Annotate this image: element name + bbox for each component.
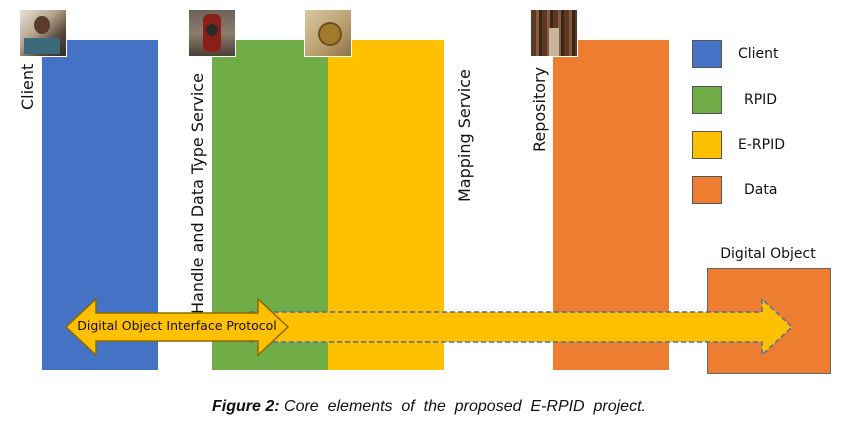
legend-client-label: Client (738, 46, 779, 62)
protocol-double-arrow (64, 297, 290, 357)
protocol-label: Digital Object Interface Protocol (77, 318, 277, 333)
legend-erpid-swatch (692, 131, 722, 159)
protocol-long-arrow (249, 297, 794, 357)
legend-erpid-label: E-RPID (738, 137, 785, 153)
legend-data-label: Data (744, 182, 778, 198)
compass-map-icon (304, 9, 352, 57)
legend-rpid-label: RPID (744, 92, 778, 108)
legend-rpid-swatch (692, 86, 722, 114)
legend-client-swatch (692, 40, 722, 68)
library-shelves-icon (530, 9, 578, 57)
person-at-laptop-icon (19, 9, 67, 57)
figure-caption-prefix: Figure 2: (212, 398, 280, 415)
legend-data-swatch (692, 176, 722, 204)
figure-caption: Figure 2: Core elements of the proposed … (0, 398, 858, 416)
vintage-telephone-icon (188, 9, 236, 57)
figure-caption-text: Core elements of the proposed E-RPID pro… (279, 398, 646, 415)
digital-object-label: Digital Object (720, 246, 816, 262)
